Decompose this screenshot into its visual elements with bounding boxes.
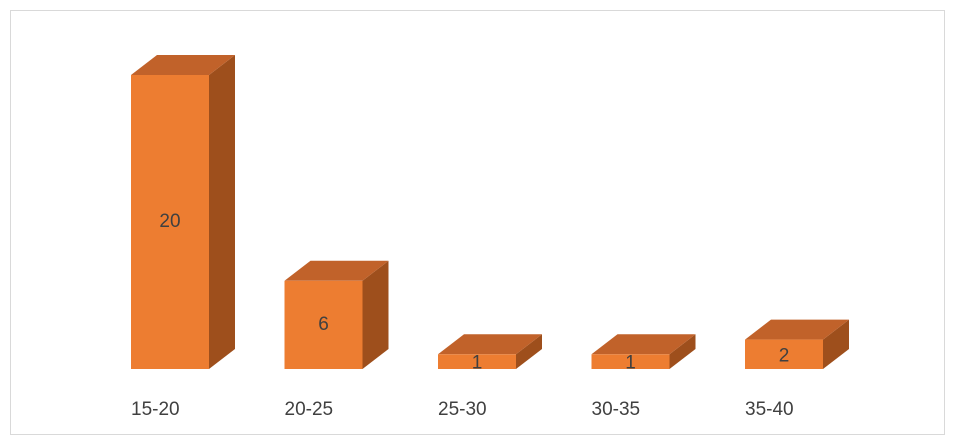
bar-25-30 — [438, 334, 542, 369]
labels-layer: 20 6 1 1 2 — [159, 211, 789, 374]
bar-side-face — [669, 334, 696, 369]
x-tick-label: 20-25 — [285, 399, 334, 420]
x-tick-label: 25-30 — [438, 399, 487, 420]
data-label: 1 — [625, 353, 636, 374]
bar-30-35 — [591, 334, 696, 369]
bar-top-face — [591, 334, 696, 355]
bar-15-20 — [131, 55, 235, 369]
data-label: 2 — [779, 345, 790, 366]
bar-top-face — [438, 334, 542, 355]
data-label: 20 — [159, 211, 180, 232]
bar-front-face — [131, 75, 209, 369]
bar-side-face — [362, 260, 389, 369]
bar-front-face — [284, 280, 363, 369]
bar-front-face — [745, 339, 823, 369]
x-axis-ticks: 15-20 20-25 25-30 30-35 35-40 — [131, 399, 794, 420]
x-tick-label: 35-40 — [745, 399, 794, 420]
bar-top-face — [284, 260, 389, 281]
x-tick-label: 30-35 — [592, 399, 641, 420]
data-label: 6 — [318, 314, 329, 335]
bar-front-face — [591, 354, 670, 369]
bar-20-25 — [284, 260, 389, 369]
bar-35-40 — [745, 319, 849, 369]
bar-side-face — [823, 319, 849, 369]
bar-front-face — [438, 354, 516, 369]
x-tick-label: 15-20 — [131, 399, 180, 420]
bars-layer — [131, 55, 849, 369]
bar-side-face — [516, 334, 542, 369]
bar-side-face — [209, 55, 235, 369]
bar-top-face — [131, 55, 235, 75]
data-label: 1 — [472, 353, 483, 374]
bar-top-face — [745, 319, 849, 340]
